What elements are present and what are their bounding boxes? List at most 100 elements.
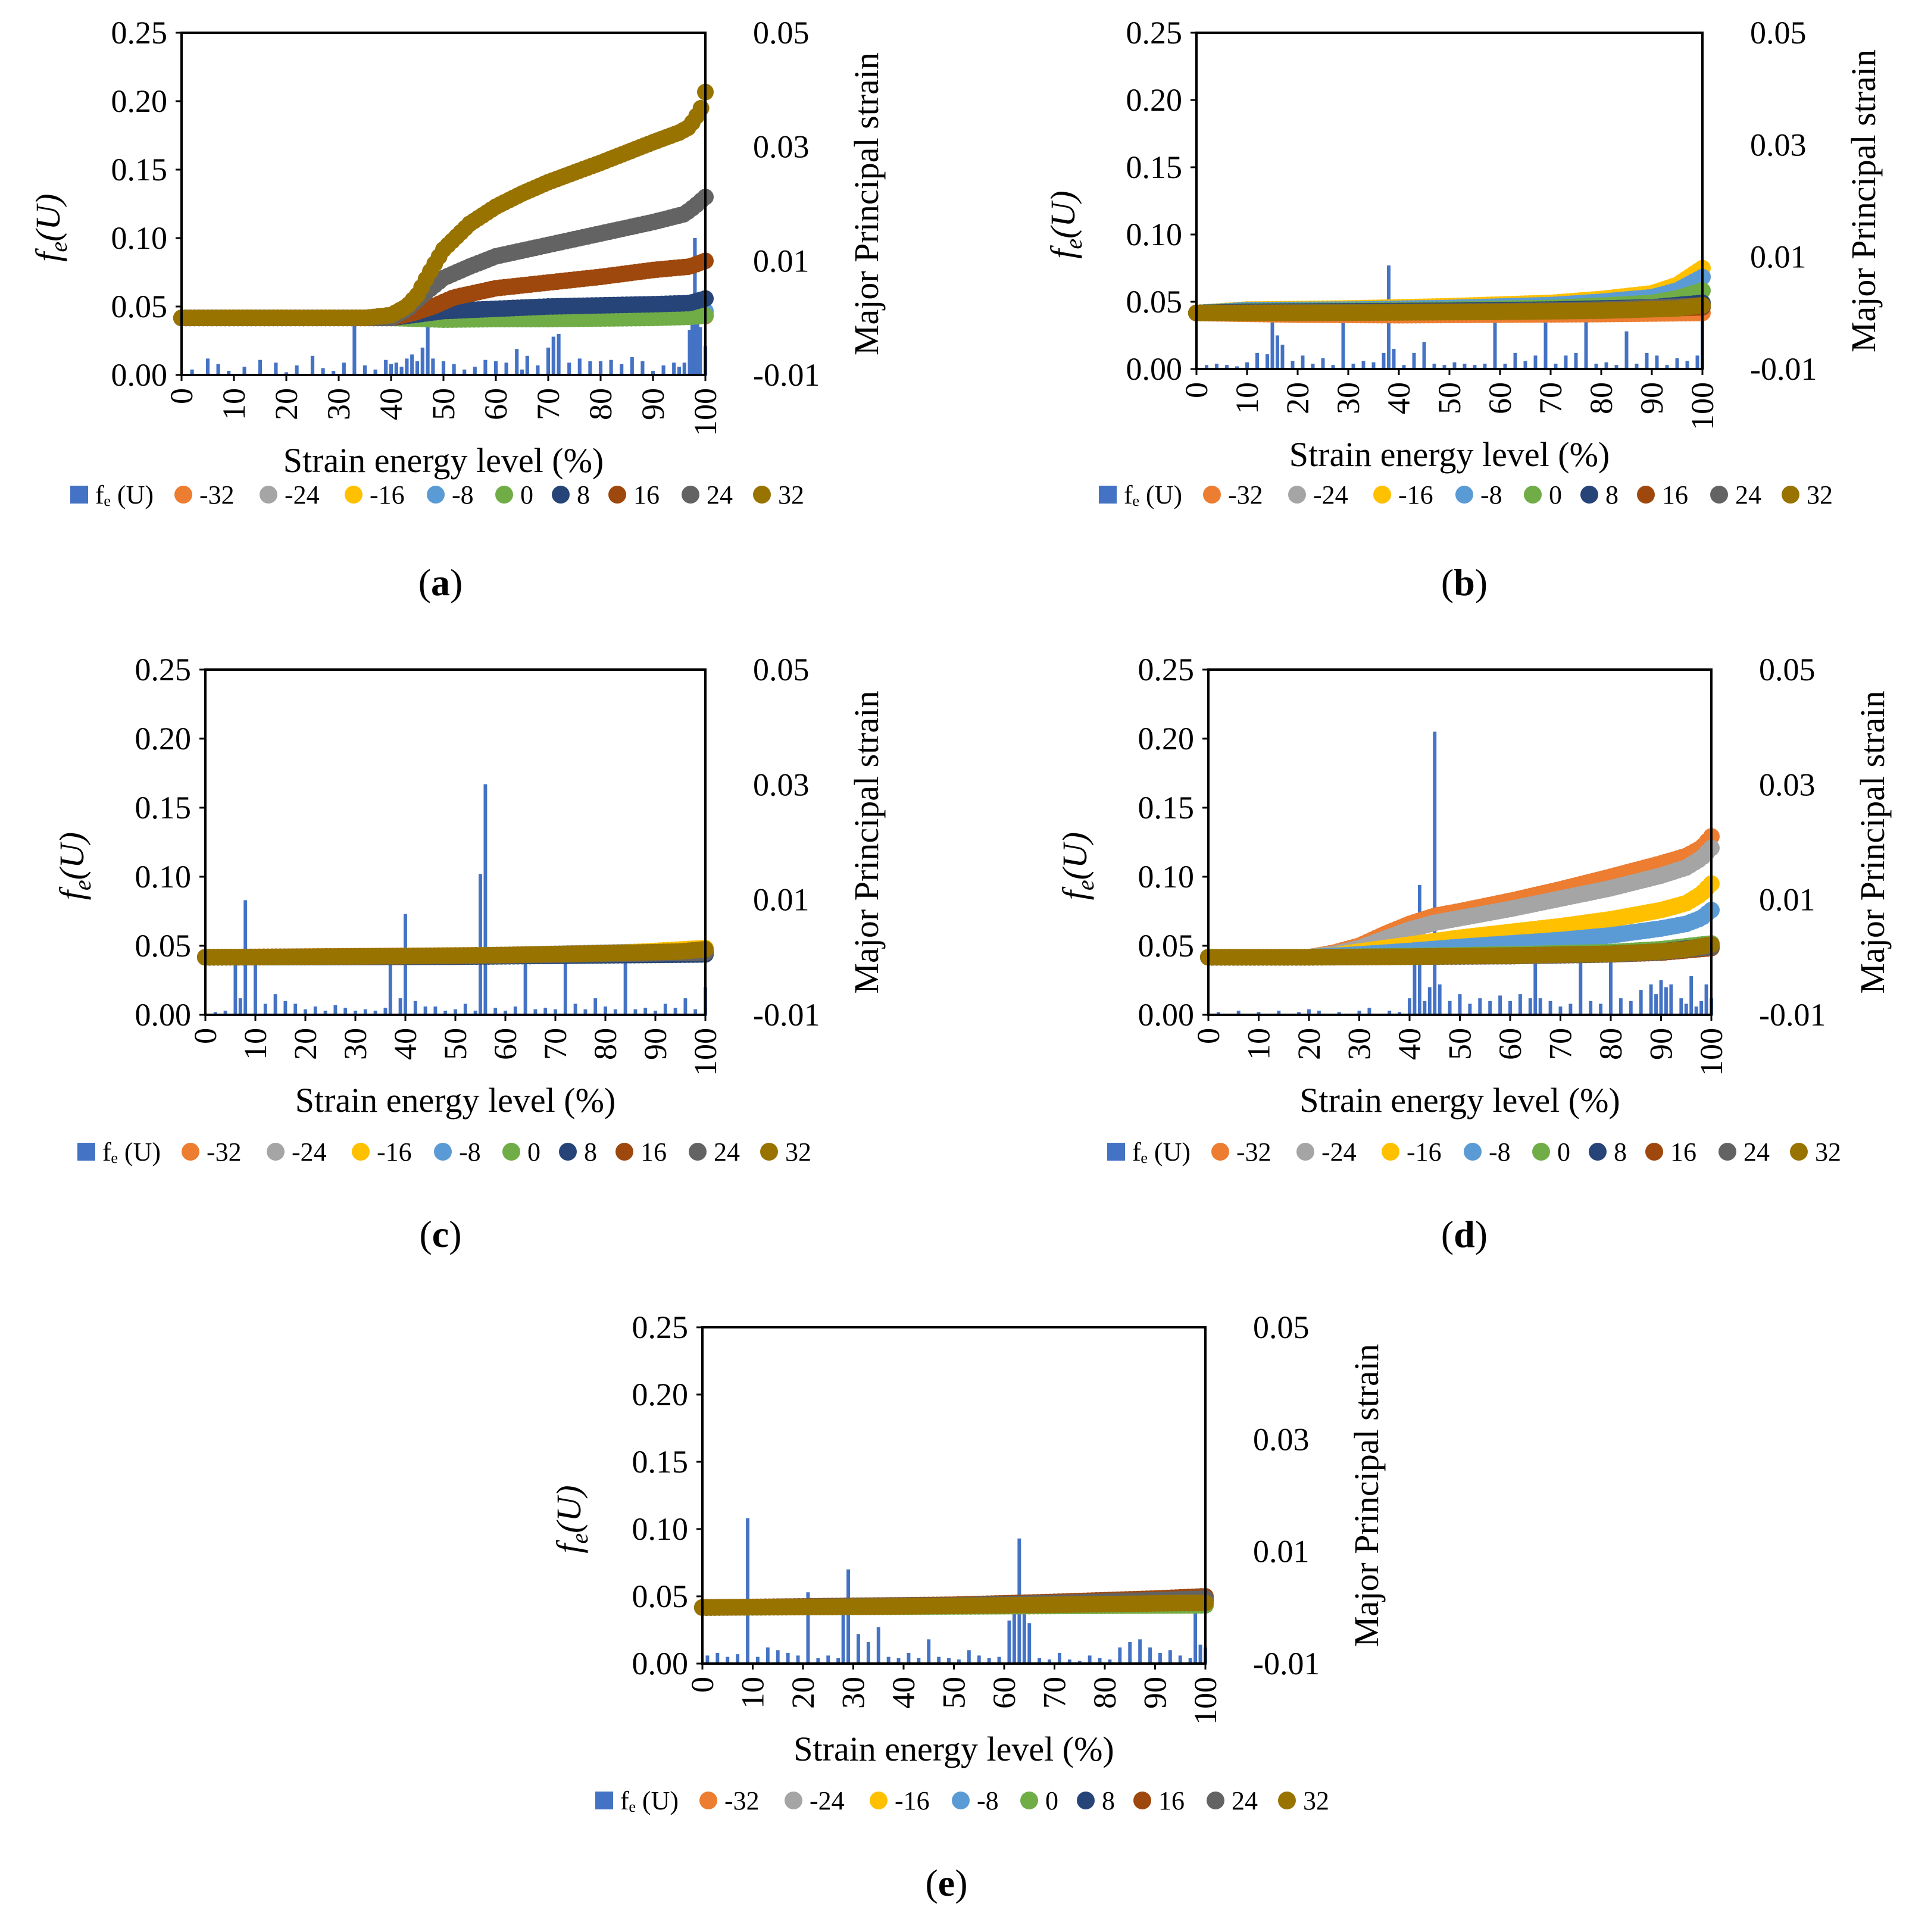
legend-marker--16 — [352, 1143, 370, 1161]
bar-c-37 — [554, 1009, 557, 1015]
legend-marker--8 — [427, 486, 445, 504]
bar-d-10 — [1388, 1011, 1392, 1015]
legend-label: -8 — [452, 480, 474, 509]
bar-e-15 — [846, 1569, 850, 1664]
bar-a-8 — [295, 365, 299, 375]
bar-a-49 — [661, 365, 665, 375]
bar-b-43 — [1614, 365, 1618, 369]
bar-e-19 — [886, 1656, 890, 1664]
legend-label: -32 — [1228, 480, 1263, 509]
legend-label: 24 — [707, 480, 733, 509]
x-tick-label: 40 — [1381, 382, 1417, 414]
bar-b-0 — [1205, 365, 1208, 369]
bar-d-7 — [1337, 1012, 1341, 1015]
legend-marker-32 — [1782, 486, 1799, 504]
bar-d-0 — [1216, 1012, 1220, 1015]
bar-c-39 — [573, 1003, 577, 1015]
x-tick-label: 60 — [1482, 382, 1518, 414]
bar-b-27 — [1452, 362, 1457, 369]
bar-a-16 — [384, 359, 388, 375]
x-tick-label: 30 — [1342, 1028, 1377, 1060]
bar-c-27 — [463, 1003, 467, 1015]
legend-label: -32 — [199, 480, 235, 509]
bar-c-45 — [633, 1009, 638, 1015]
x-tick-label: 30 — [321, 388, 357, 420]
bar-a-33 — [515, 349, 519, 375]
bar-d-3 — [1277, 1011, 1281, 1015]
y-left-tick-label: 0.25 — [135, 652, 192, 687]
bar-a-41 — [577, 358, 582, 375]
bar-a-1 — [205, 358, 210, 375]
y-left-tick-label: 0.00 — [135, 997, 192, 1033]
bar-e-16 — [856, 1634, 860, 1664]
legend-label: 0 — [1549, 480, 1562, 509]
y-right-tick-label: 0.01 — [1759, 882, 1816, 918]
x-tick-label: 100 — [688, 1028, 723, 1076]
y-left-tick-label: 0.10 — [111, 220, 168, 256]
bar-d-12 — [1408, 998, 1411, 1015]
bar-c-10 — [304, 1009, 307, 1015]
bar-c-15 — [354, 1011, 357, 1015]
bar-d-40 — [1649, 984, 1653, 1015]
bar-e-48 — [1158, 1652, 1162, 1664]
bar-e-13 — [836, 1658, 840, 1664]
legend-marker--8 — [1455, 486, 1473, 504]
legend-marker--32 — [1211, 1143, 1229, 1161]
legend-label: -24 — [285, 480, 320, 509]
y-left-tick-label: 0.15 — [111, 152, 168, 187]
legend-marker--8 — [434, 1143, 452, 1161]
bar-a-50 — [672, 362, 676, 375]
bar-e-52 — [1193, 1609, 1198, 1664]
bar-a-12 — [342, 362, 346, 375]
series-d-32 — [1200, 936, 1720, 966]
x-tick-label: 10 — [1229, 382, 1265, 414]
legend-label: fₑ (U) — [1124, 480, 1182, 509]
legend-marker-24 — [1710, 486, 1728, 504]
bar-a-15 — [373, 369, 377, 375]
legend-a: fₑ (U) -32 -24 -16 -8 0 8 16 24 32 — [70, 480, 804, 509]
bar-c-20 — [398, 998, 402, 1015]
y-right-tick-label: -0.01 — [1759, 997, 1826, 1033]
bar-d-11 — [1398, 1012, 1402, 1015]
x-tick-label: 70 — [538, 1028, 573, 1060]
bar-c-26 — [454, 1009, 457, 1015]
bar-b-14 — [1331, 365, 1335, 369]
legend-marker--24 — [260, 486, 277, 504]
bar-d-20 — [1458, 994, 1462, 1015]
bar-e-4 — [746, 1518, 749, 1664]
bar-d-47 — [1689, 976, 1693, 1015]
bar-a-4 — [242, 367, 246, 375]
bar-b-2 — [1225, 365, 1229, 369]
bar-b-46 — [1645, 352, 1649, 369]
x-tick-label: 0 — [1179, 382, 1214, 398]
bar-e-12 — [826, 1655, 830, 1664]
bar-b-38 — [1564, 355, 1568, 369]
legend-marker-0 — [1532, 1143, 1550, 1161]
bar-b-25 — [1432, 363, 1436, 369]
y-right-tick-label: 0.03 — [1750, 127, 1807, 162]
bar-d-27 — [1528, 998, 1532, 1015]
x-tick-label: 20 — [268, 388, 304, 420]
bar-b-48 — [1665, 365, 1669, 369]
bar-c-6 — [263, 1003, 267, 1015]
bar-e-44 — [1118, 1647, 1122, 1664]
y-right-tick-label: 0.05 — [753, 652, 810, 687]
panel-caption-a: (a) — [418, 561, 463, 604]
bar-d-45 — [1679, 998, 1683, 1015]
bar-c-31 — [493, 1008, 498, 1015]
legend-label: 16 — [640, 1137, 667, 1167]
bar-a-38 — [551, 336, 555, 375]
legend-label: 24 — [714, 1137, 740, 1167]
legend-marker-0 — [502, 1143, 520, 1161]
x-tick-label: 90 — [635, 388, 671, 420]
bar-d-24 — [1498, 995, 1502, 1015]
bar-e-40 — [1077, 1661, 1082, 1664]
bar-e-11 — [816, 1658, 820, 1664]
bar-b-4 — [1245, 362, 1249, 369]
bar-a-28 — [463, 369, 467, 375]
bar-b-45 — [1635, 363, 1639, 369]
bar-d-35 — [1599, 1003, 1603, 1015]
bar-c-17 — [373, 1011, 377, 1015]
legend-label: 8 — [1614, 1137, 1627, 1167]
legend-label: 0 — [1557, 1137, 1570, 1167]
